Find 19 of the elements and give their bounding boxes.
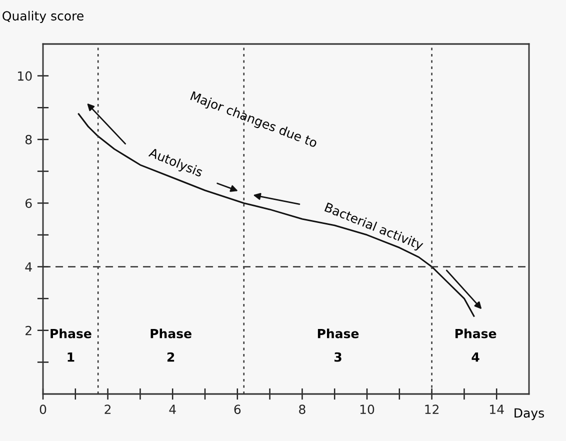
y-axis-title: Quality score [2, 10, 84, 23]
x-tick-label: 10 [360, 404, 374, 414]
y-tick-label: 10 [18, 71, 32, 81]
y-tick-label: 2 [26, 326, 32, 336]
annotation: Phase 3 [318, 328, 359, 362]
x-tick-label: 4 [169, 404, 176, 414]
y-tick-label: 6 [26, 198, 32, 208]
y-tick-label: 8 [25, 134, 32, 144]
y-tick-label: 4 [25, 262, 32, 272]
annotation: Phase 1 [50, 328, 92, 362]
x-tick-label: 6 [234, 404, 241, 414]
x-tick-label: 2 [104, 404, 111, 414]
x-axis-title: Days [514, 408, 544, 420]
x-tick-label: 8 [299, 404, 306, 414]
annotation: Phase 2 [150, 328, 192, 362]
x-tick-label: 12 [425, 404, 438, 414]
x-tick-label: 14 [490, 404, 504, 414]
annotation: Phase 4 [455, 328, 496, 362]
x-tick-label: 0 [40, 404, 46, 414]
